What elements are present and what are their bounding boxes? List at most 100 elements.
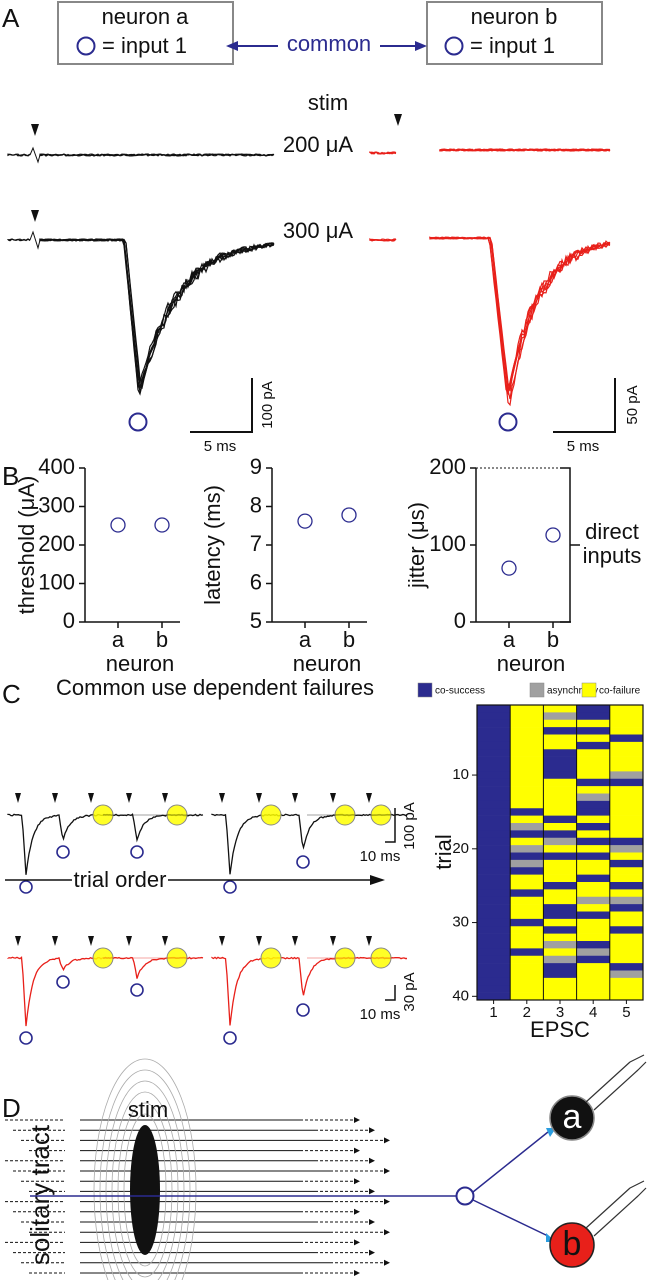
heatmap-cell bbox=[609, 786, 644, 794]
stim-marker bbox=[256, 793, 262, 803]
x-tick-label: b bbox=[156, 627, 168, 652]
x-tick-label: b bbox=[547, 627, 559, 652]
heatmap-cell bbox=[609, 859, 644, 868]
scale-label: 5 ms bbox=[567, 438, 600, 455]
heatmap-cell bbox=[510, 911, 544, 920]
legend-label: asynchrony bbox=[547, 686, 598, 697]
success-marker bbox=[130, 983, 144, 997]
heatmap-cell bbox=[609, 771, 644, 780]
failure-marker bbox=[92, 947, 114, 969]
stim-marker bbox=[31, 210, 39, 222]
heatmap-cell bbox=[609, 867, 644, 875]
heatmap-cell bbox=[609, 756, 644, 765]
heatmap-cell bbox=[477, 800, 511, 809]
heatmap-cell bbox=[609, 815, 644, 824]
heatmap-cell bbox=[543, 852, 577, 861]
heatmap-cell bbox=[609, 904, 644, 912]
heatmap-cell bbox=[477, 926, 511, 934]
failure-marker bbox=[370, 947, 392, 969]
legend-swatch bbox=[529, 682, 545, 698]
heatmap-cell bbox=[576, 727, 611, 735]
success-marker bbox=[130, 845, 144, 859]
annotation: direct bbox=[585, 519, 639, 544]
y-tick-label: 400 bbox=[38, 454, 75, 479]
arrowhead bbox=[369, 1188, 375, 1195]
heatmap-cell bbox=[543, 815, 577, 824]
heatmap-cell bbox=[576, 845, 611, 853]
trace bbox=[39, 153, 275, 157]
heatmap-cell bbox=[510, 800, 544, 809]
heatmap-cell bbox=[510, 874, 544, 883]
heatmap-cell bbox=[576, 955, 611, 964]
y-tick-label: 30 bbox=[452, 914, 469, 931]
failure-marker bbox=[166, 804, 188, 826]
heatmap-cell bbox=[543, 977, 577, 986]
heatmap-cell bbox=[510, 963, 544, 971]
heatmap-cell bbox=[510, 778, 544, 787]
arrowhead bbox=[354, 1117, 360, 1123]
panel-label: C bbox=[2, 679, 21, 709]
heatmap-cell bbox=[510, 705, 544, 713]
stim-marker bbox=[88, 936, 94, 946]
heatmap-cell bbox=[510, 749, 544, 757]
heatmap-cell bbox=[477, 911, 511, 920]
heatmap-cell bbox=[510, 889, 544, 898]
x-tick-label: a bbox=[299, 627, 312, 652]
heatmap-cell bbox=[510, 712, 544, 721]
heatmap-cell bbox=[576, 970, 611, 979]
heatmap-cell bbox=[543, 830, 577, 839]
trace bbox=[39, 238, 275, 390]
trace bbox=[429, 236, 611, 392]
heatmap-cell bbox=[609, 741, 644, 750]
arrowhead bbox=[354, 1147, 360, 1154]
input-text: = input 1 bbox=[470, 33, 555, 58]
heatmap-cell bbox=[609, 977, 644, 986]
heatmap-cell bbox=[543, 941, 577, 949]
trace bbox=[39, 238, 275, 393]
arrowhead bbox=[384, 1259, 390, 1266]
heatmap-cell bbox=[576, 896, 611, 905]
heatmap-cell bbox=[510, 727, 544, 735]
heatmap-cell bbox=[609, 889, 644, 898]
heatmap-cell bbox=[609, 734, 644, 743]
heatmap-cell bbox=[609, 941, 644, 949]
arrowhead bbox=[370, 875, 385, 885]
arrowhead bbox=[384, 1229, 390, 1236]
heatmap-cell bbox=[609, 749, 644, 757]
scale-bar bbox=[553, 378, 616, 433]
heatmap-cell bbox=[543, 778, 577, 787]
heatmap-cell bbox=[477, 933, 511, 942]
heatmap-cell bbox=[510, 808, 544, 816]
scale-label: 5 ms bbox=[204, 438, 237, 455]
x-tick-label: b bbox=[343, 627, 355, 652]
heatmap-cell bbox=[477, 823, 511, 831]
heatmap-cell bbox=[510, 771, 544, 780]
heatmap-cell bbox=[609, 705, 644, 713]
heatmap-cell bbox=[609, 845, 644, 853]
heatmap-cell bbox=[576, 874, 611, 883]
heatmap-cell bbox=[510, 882, 544, 890]
point bbox=[110, 517, 126, 533]
y-tick-label: 100 bbox=[38, 569, 75, 594]
heatmap-cell bbox=[477, 727, 511, 735]
heatmap-cell bbox=[477, 734, 511, 743]
y-tick-label: 7 bbox=[250, 531, 262, 556]
panel-label: A bbox=[2, 3, 20, 33]
tract-fibers bbox=[5, 1058, 390, 1280]
arrowhead bbox=[369, 1219, 375, 1225]
heatmap-cell bbox=[543, 859, 577, 868]
traces bbox=[7, 114, 611, 407]
panel-label: D bbox=[2, 1093, 21, 1123]
heatmap-cell bbox=[609, 970, 644, 979]
heatmap-cell bbox=[543, 882, 577, 890]
point bbox=[154, 517, 170, 533]
trace bbox=[429, 236, 611, 407]
y-tick-label: 300 bbox=[38, 492, 75, 517]
heatmap-cell bbox=[609, 719, 644, 728]
trace bbox=[39, 238, 275, 396]
heatmap-cell bbox=[576, 800, 611, 809]
heatmap-cell bbox=[576, 948, 611, 957]
neuron-box bbox=[426, 1, 603, 65]
heatmap-cell bbox=[609, 926, 644, 934]
stim-artifact bbox=[29, 146, 41, 164]
